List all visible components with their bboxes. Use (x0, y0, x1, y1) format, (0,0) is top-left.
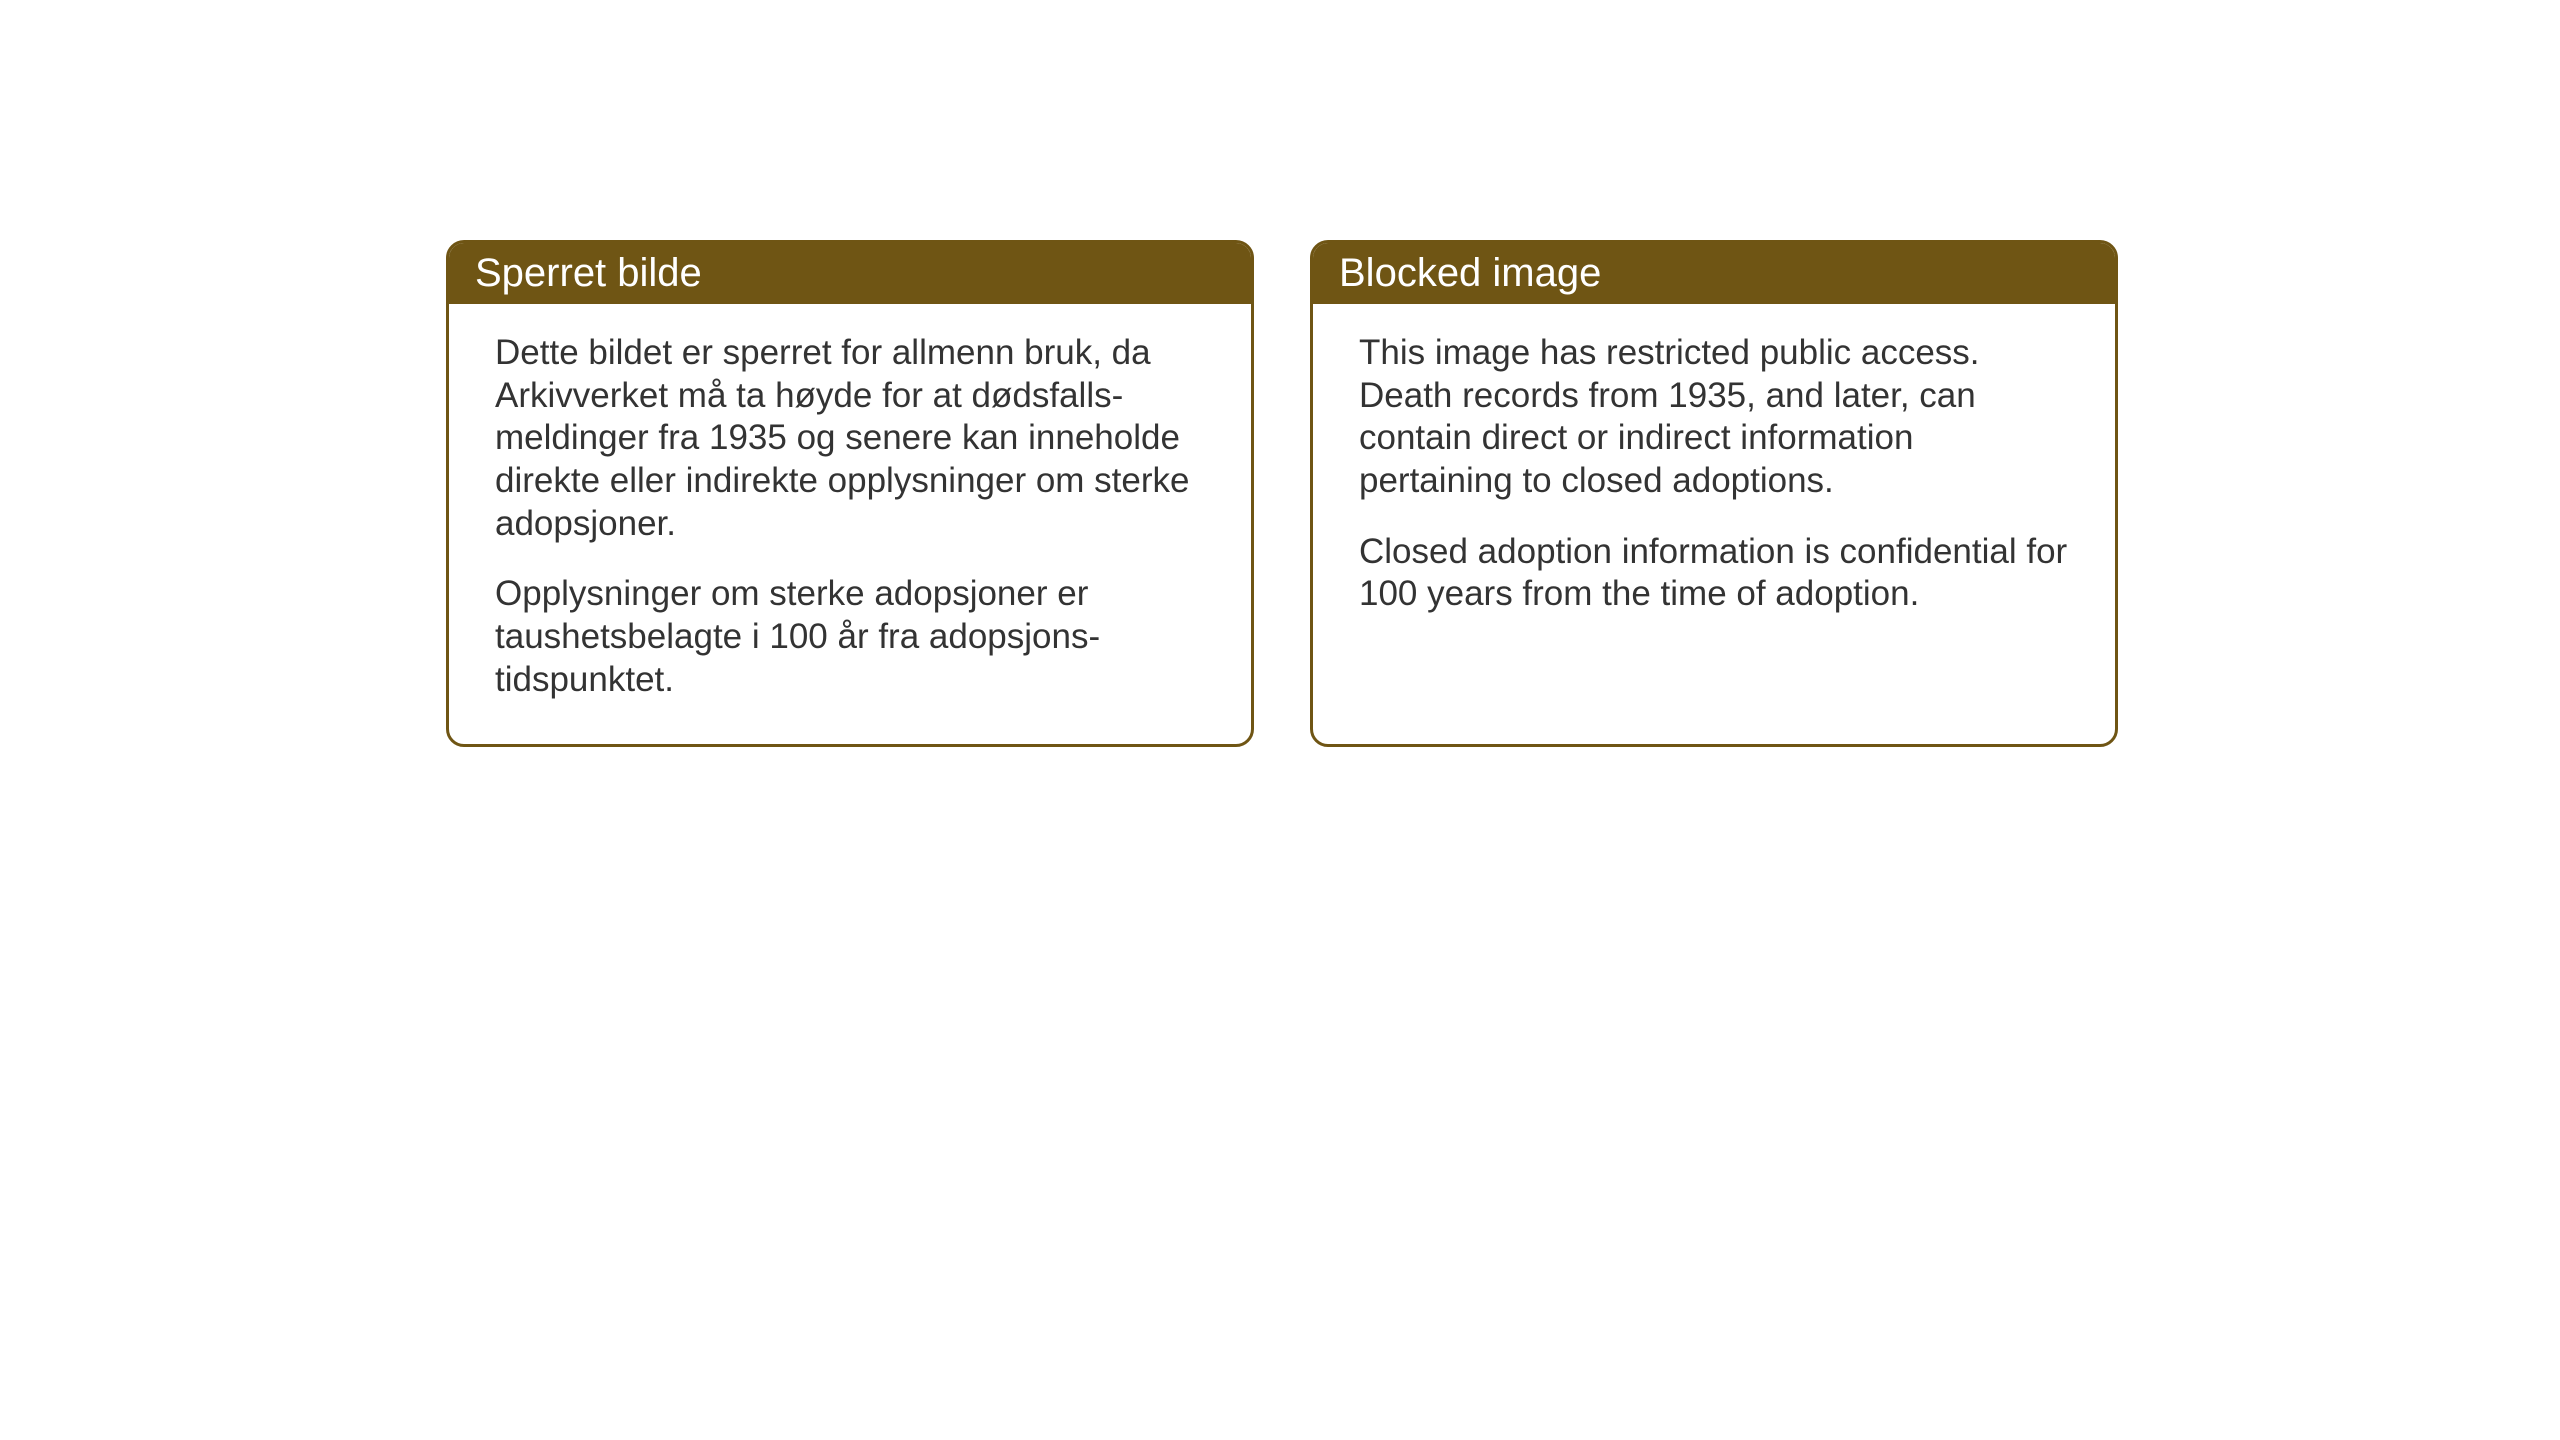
card-title-english: Blocked image (1339, 251, 1601, 295)
card-body-norwegian: Dette bildet er sperret for allmenn bruk… (449, 304, 1251, 744)
notice-card-english: Blocked image This image has restricted … (1310, 240, 2118, 747)
card-title-norwegian: Sperret bilde (475, 251, 702, 295)
notice-card-norwegian: Sperret bilde Dette bildet er sperret fo… (446, 240, 1254, 747)
card-header-english: Blocked image (1313, 243, 2115, 304)
card-paragraph-norwegian-1: Dette bildet er sperret for allmenn bruk… (495, 332, 1205, 545)
card-paragraph-english-1: This image has restricted public access.… (1359, 332, 2069, 503)
card-header-norwegian: Sperret bilde (449, 243, 1251, 304)
card-paragraph-norwegian-2: Opplysninger om sterke adopsjoner er tau… (495, 573, 1205, 701)
card-paragraph-english-2: Closed adoption information is confident… (1359, 531, 2069, 616)
notice-container: Sperret bilde Dette bildet er sperret fo… (446, 240, 2118, 747)
card-body-english: This image has restricted public access.… (1313, 304, 2115, 658)
